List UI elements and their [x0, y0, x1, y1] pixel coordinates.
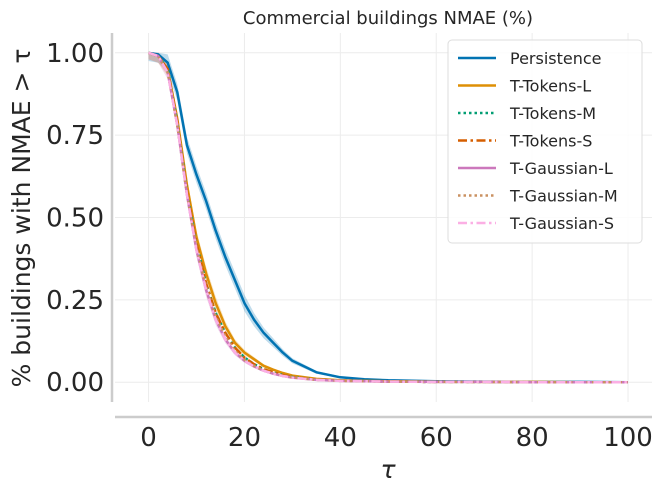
- x-tick-label: 20: [228, 423, 261, 453]
- legend-frame: [447, 39, 643, 244]
- legend-entry-label: T-Gaussian-S: [509, 214, 614, 233]
- legend-entry-label: Persistence: [510, 49, 602, 68]
- y-tick-label: 0.75: [46, 121, 104, 151]
- legend: Persistence T-Tokens-L T-Tokens-M T-Tokens-…: [447, 39, 643, 244]
- legend-entry-label: T-Tokens-M: [509, 104, 596, 123]
- chart-title: Commercial buildings NMAE (%): [243, 8, 533, 29]
- x-tick-label: 60: [420, 423, 453, 453]
- series-line: [148, 51, 628, 384]
- y-tick-label: 0.50: [46, 204, 104, 234]
- legend-entry-label: T-Gaussian-M: [509, 187, 618, 206]
- y-tick-label: 1.00: [46, 39, 104, 69]
- x-tick-label: 40: [324, 423, 357, 453]
- x-tick-label: 0: [140, 423, 157, 453]
- series-lines: [148, 51, 629, 384]
- y-tick-label: 0.25: [46, 286, 104, 316]
- x-tick-labels: 0 20 40 60 80 100: [140, 423, 653, 453]
- x-axis-label: τ: [380, 455, 396, 484]
- legend-entry-label: T-Gaussian-L: [509, 159, 613, 178]
- legend-entry-label: T-Tokens-S: [509, 132, 592, 151]
- y-tick-label: 0.00: [46, 368, 104, 398]
- x-tick-label: 80: [516, 423, 549, 453]
- y-tick-labels: 0.00 0.25 0.50 0.75 1.00: [46, 39, 104, 398]
- legend-entry-label: T-Tokens-L: [509, 77, 591, 96]
- y-axis-label: % buildings with NMAE > τ: [7, 49, 36, 388]
- x-tick-label: 100: [603, 423, 653, 453]
